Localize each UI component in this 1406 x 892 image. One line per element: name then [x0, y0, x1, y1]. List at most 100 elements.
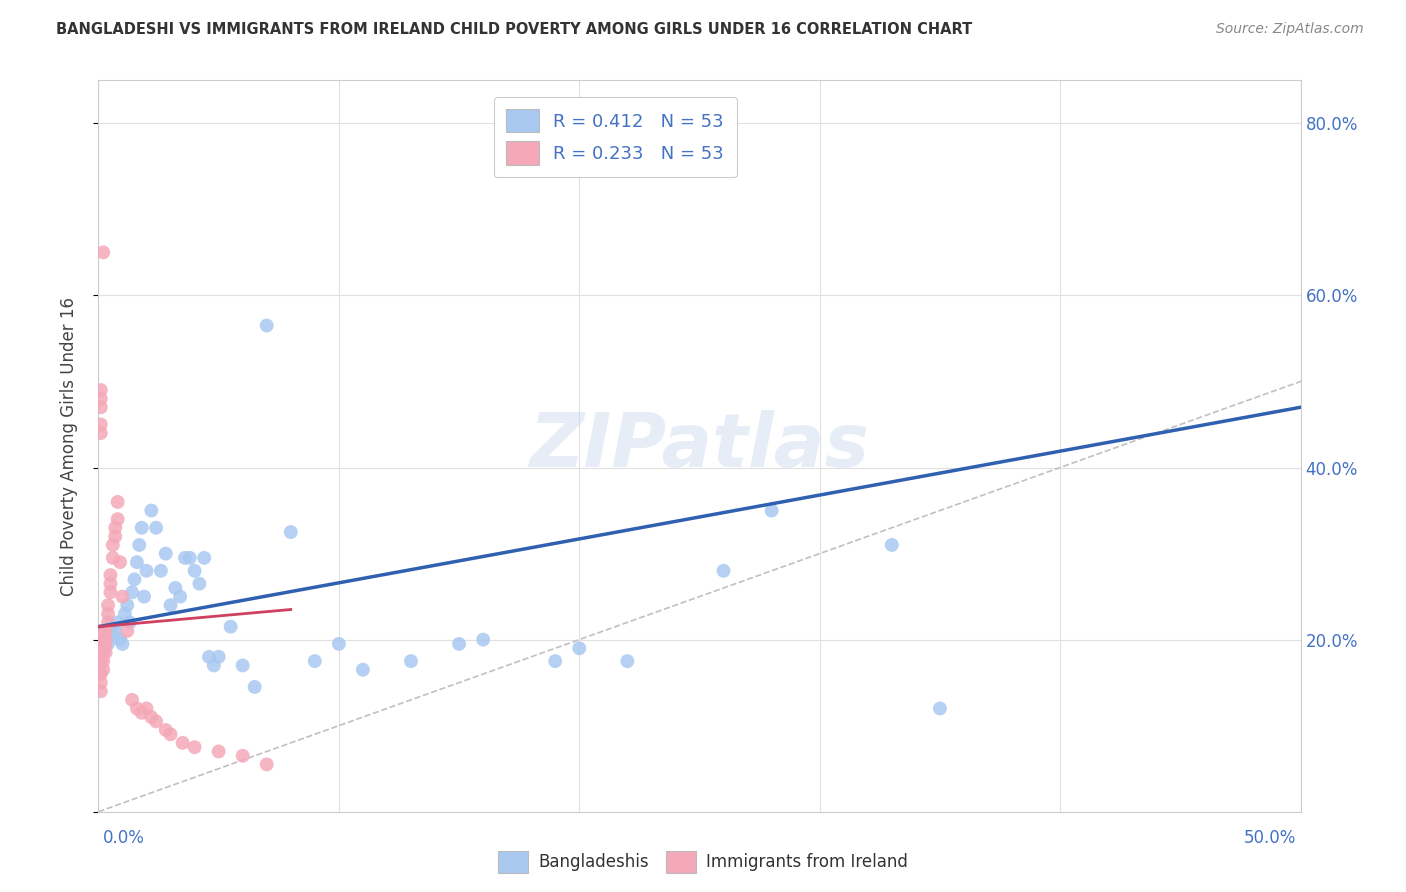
- Point: [91, 646, 114, 660]
- Point: [100, 576, 122, 591]
- Point: [208, 649, 231, 664]
- Point: [111, 637, 134, 651]
- Point: [104, 624, 127, 638]
- Point: [117, 598, 139, 612]
- Point: [97, 607, 120, 621]
- Point: [90, 426, 112, 441]
- Legend: Bangladeshis, Immigrants from Ireland: Bangladeshis, Immigrants from Ireland: [492, 845, 914, 880]
- Point: [94, 646, 117, 660]
- Point: [124, 573, 146, 587]
- Text: BANGLADESHI VS IMMIGRANTS FROM IRELAND CHILD POVERTY AMONG GIRLS UNDER 16 CORREL: BANGLADESHI VS IMMIGRANTS FROM IRELAND C…: [56, 22, 973, 37]
- Point: [159, 727, 181, 741]
- Text: Source: ZipAtlas.com: Source: ZipAtlas.com: [1216, 22, 1364, 37]
- Point: [304, 654, 326, 668]
- Point: [219, 620, 242, 634]
- Point: [202, 658, 225, 673]
- Point: [256, 318, 278, 333]
- Point: [108, 632, 131, 647]
- Point: [880, 538, 903, 552]
- Point: [131, 521, 153, 535]
- Point: [90, 654, 112, 668]
- Point: [141, 503, 163, 517]
- Point: [101, 538, 124, 552]
- Point: [193, 550, 215, 565]
- Point: [183, 564, 205, 578]
- Point: [90, 383, 112, 397]
- Point: [145, 714, 167, 729]
- Point: [208, 744, 231, 758]
- Point: [90, 667, 112, 681]
- Point: [101, 628, 124, 642]
- Point: [447, 637, 470, 651]
- Text: ZIPatlas: ZIPatlas: [530, 409, 869, 483]
- Point: [616, 654, 638, 668]
- Point: [91, 654, 114, 668]
- Point: [97, 615, 120, 630]
- Point: [472, 632, 495, 647]
- Point: [198, 649, 221, 664]
- Point: [107, 495, 129, 509]
- Legend: R = 0.412   N = 53, R = 0.233   N = 53: R = 0.412 N = 53, R = 0.233 N = 53: [494, 96, 737, 178]
- Point: [100, 620, 122, 634]
- Point: [188, 576, 211, 591]
- Point: [90, 628, 112, 642]
- Point: [108, 555, 131, 569]
- Point: [568, 641, 591, 656]
- Point: [399, 654, 422, 668]
- Point: [544, 654, 567, 668]
- Point: [104, 521, 127, 535]
- Point: [145, 521, 167, 535]
- Point: [141, 710, 163, 724]
- Point: [165, 581, 187, 595]
- Point: [90, 675, 112, 690]
- Point: [761, 503, 783, 517]
- Point: [94, 624, 117, 638]
- Point: [125, 555, 148, 569]
- Point: [121, 585, 143, 599]
- Point: [928, 701, 950, 715]
- Y-axis label: Child Poverty Among Girls Under 16: Child Poverty Among Girls Under 16: [59, 296, 77, 596]
- Point: [107, 512, 129, 526]
- Point: [91, 245, 114, 260]
- Point: [713, 564, 735, 578]
- Point: [90, 417, 112, 432]
- Point: [135, 564, 157, 578]
- Point: [100, 585, 122, 599]
- Point: [232, 748, 254, 763]
- Point: [104, 529, 127, 543]
- Point: [91, 641, 114, 656]
- Point: [179, 550, 201, 565]
- Point: [128, 538, 150, 552]
- Point: [121, 693, 143, 707]
- Point: [100, 568, 122, 582]
- Point: [90, 684, 112, 698]
- Point: [97, 598, 120, 612]
- Point: [94, 632, 117, 647]
- Point: [117, 624, 139, 638]
- Point: [172, 736, 194, 750]
- Point: [91, 663, 114, 677]
- Point: [90, 632, 112, 647]
- Point: [174, 550, 197, 565]
- Point: [328, 637, 350, 651]
- Text: 50.0%: 50.0%: [1244, 829, 1296, 847]
- Point: [132, 590, 155, 604]
- Text: 0.0%: 0.0%: [103, 829, 145, 847]
- Point: [90, 637, 112, 651]
- Point: [118, 615, 141, 630]
- Point: [149, 564, 172, 578]
- Point: [90, 646, 112, 660]
- Point: [91, 637, 114, 651]
- Point: [155, 723, 177, 737]
- Point: [155, 547, 177, 561]
- Point: [135, 701, 157, 715]
- Point: [107, 615, 129, 630]
- Point: [91, 632, 114, 647]
- Point: [90, 624, 112, 638]
- Point: [90, 392, 112, 406]
- Point: [256, 757, 278, 772]
- Point: [169, 590, 191, 604]
- Point: [101, 550, 124, 565]
- Point: [352, 663, 374, 677]
- Point: [114, 607, 136, 621]
